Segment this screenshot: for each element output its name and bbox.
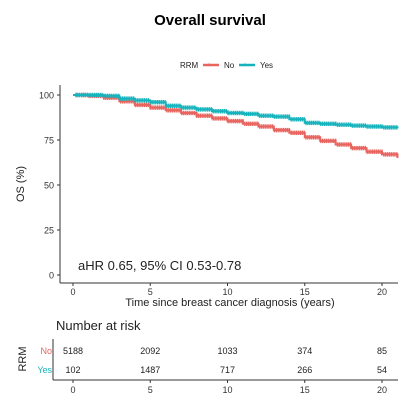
x-tick-label: 0 bbox=[70, 287, 75, 297]
risk-row-label-no: No bbox=[40, 346, 52, 356]
risk-cell-yes: 266 bbox=[297, 365, 312, 375]
risk-x-tick-label: 15 bbox=[300, 385, 310, 395]
risk-row-label-yes: Yes bbox=[37, 365, 52, 375]
legend-label-no: No bbox=[224, 61, 235, 70]
x-tick-label: 20 bbox=[377, 287, 387, 297]
risk-table-strata-label: RRM bbox=[17, 346, 29, 371]
y-tick-label: 50 bbox=[44, 181, 54, 191]
risk-cell-no: 1033 bbox=[217, 346, 237, 356]
risk-cell-no: 374 bbox=[297, 346, 312, 356]
y-tick-label: 0 bbox=[49, 271, 54, 281]
y-tick-label: 75 bbox=[44, 136, 54, 146]
risk-cell-yes: 54 bbox=[377, 365, 387, 375]
risk-cell-no: 2092 bbox=[140, 346, 160, 356]
risk-x-tick-label: 5 bbox=[148, 385, 153, 395]
legend: RRM + No + Yes bbox=[180, 61, 273, 70]
risk-cell-yes: 102 bbox=[65, 365, 80, 375]
risk-cell-no: 85 bbox=[377, 346, 387, 356]
x-tick-label: 15 bbox=[300, 287, 310, 297]
risk-x-tick-label: 20 bbox=[377, 385, 387, 395]
y-axis-label: OS (%) bbox=[15, 166, 27, 202]
y-tick-label: 25 bbox=[44, 226, 54, 236]
legend-label-yes: Yes bbox=[260, 61, 273, 70]
chart-title: Overall survival bbox=[154, 12, 266, 29]
risk-x-tick-label: 10 bbox=[222, 385, 232, 395]
hazard-ratio-annotation: aHR 0.65, 95% CI 0.53-0.78 bbox=[78, 258, 241, 273]
risk-cell-yes: 717 bbox=[220, 365, 235, 375]
risk-cell-no: 5188 bbox=[63, 346, 83, 356]
risk-table: Number at risk RRM No Yes 5188 2092 1033 37… bbox=[17, 318, 398, 395]
x-tick-label: 5 bbox=[148, 287, 153, 297]
risk-table-title: Number at risk bbox=[56, 318, 141, 333]
x-tick-label: 10 bbox=[222, 287, 232, 297]
plot-area: OS (%) Time since breast cancer diagnosi… bbox=[15, 85, 399, 309]
risk-x-tick-label: 0 bbox=[70, 385, 75, 395]
x-axis-label: Time since breast cancer diagnosis (year… bbox=[125, 297, 334, 309]
legend-key-yes-plus: + bbox=[243, 62, 247, 69]
legend-title: RRM bbox=[180, 61, 199, 70]
y-tick-label: 100 bbox=[39, 91, 54, 101]
risk-cell-yes: 1487 bbox=[140, 365, 160, 375]
legend-key-no-plus: + bbox=[207, 62, 211, 69]
